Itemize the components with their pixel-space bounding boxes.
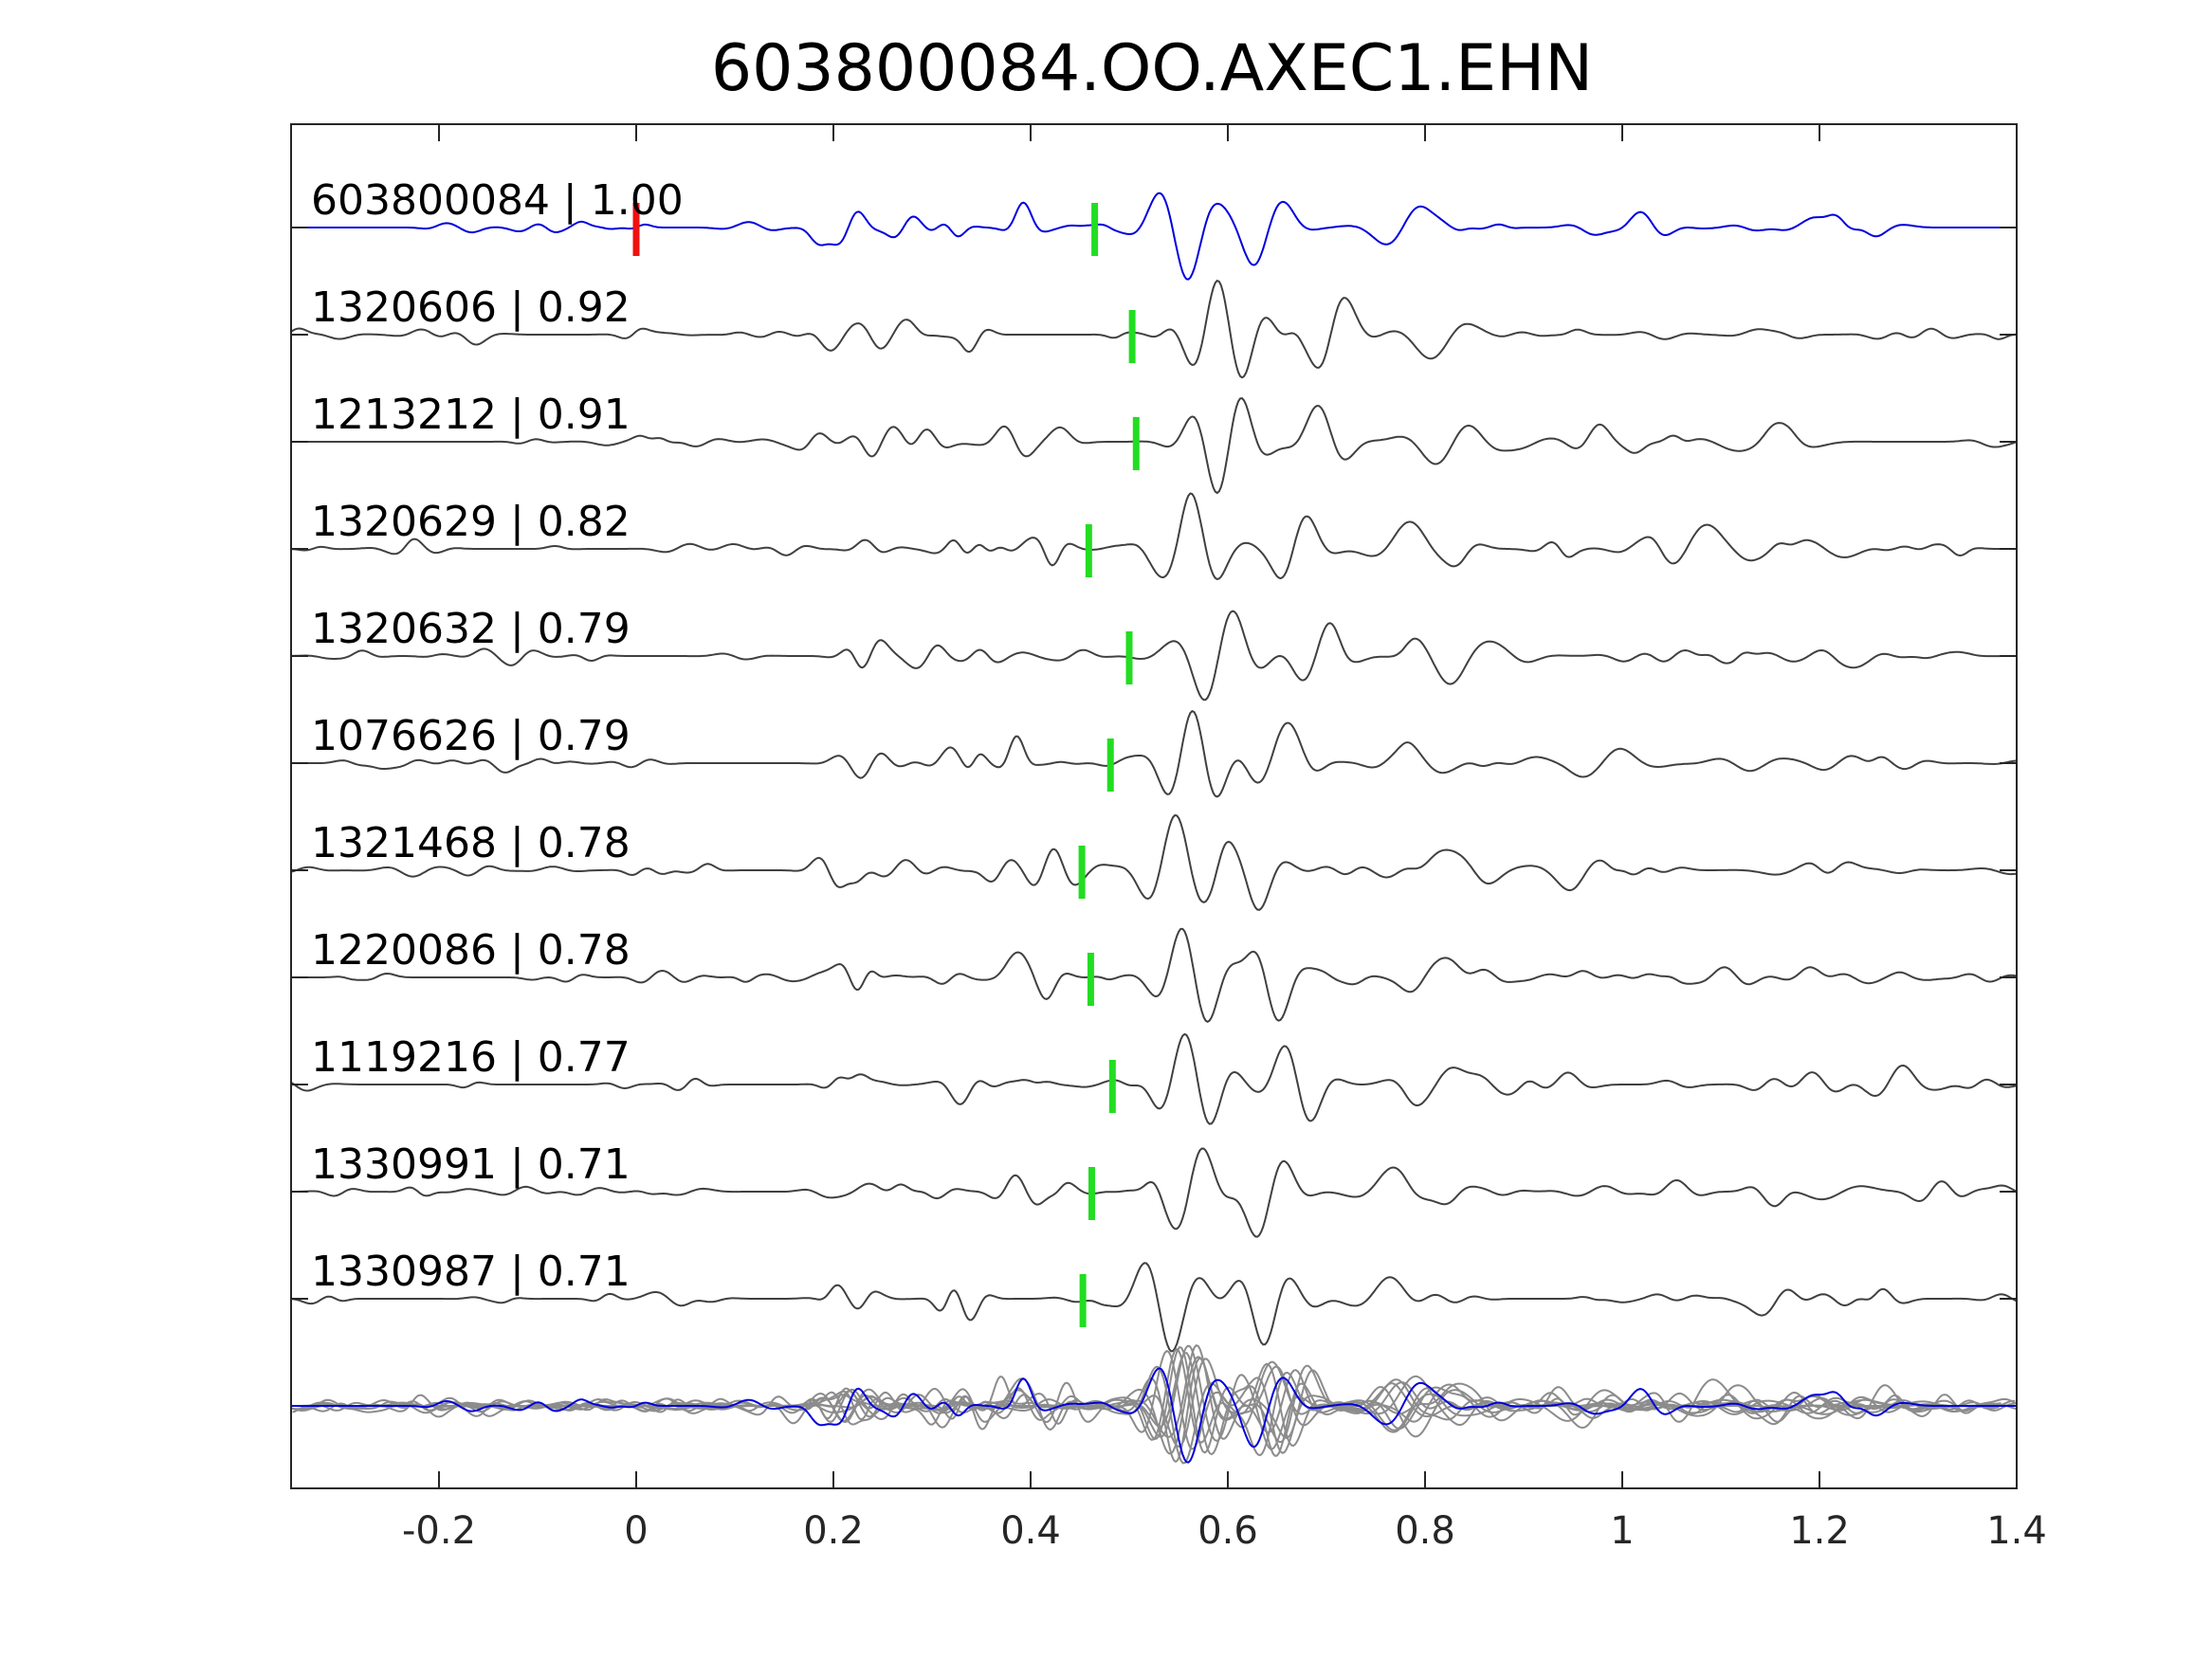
trace-line-1220086 [291,927,2018,1023]
x-axis-ticks: -0.2 0 0.2 0.4 0.6 0.8 1 1.2 1.4 [291,124,2047,1553]
traces-group [290,191,2018,1353]
x-tick-label: 0.6 [1197,1509,1258,1553]
stacked-overlay-group [290,1344,2017,1465]
x-tick-label: 1.2 [1789,1509,1850,1553]
trace-label-1321468: 1321468 | 0.78 [311,819,631,867]
x-tick-label: -0.2 [402,1509,476,1553]
trace-label-1220086: 1220086 | 0.78 [311,926,631,975]
x-tick-label: 1.4 [1986,1509,2047,1553]
x-tick-label: 0.8 [1395,1509,1455,1553]
trace-line-1320606 [290,279,2018,379]
trace-line-1119216 [290,1032,2018,1125]
trace-label-1076626: 1076626 | 0.79 [311,712,631,760]
plot-frame [290,123,2018,1489]
trace-line-1321468 [290,813,2018,911]
markers-group [632,203,1140,1327]
trace-line-1320629 [290,492,2017,580]
trace-label-603800084: 603800084 | 1.00 [311,176,684,225]
trace-line-1320632 [291,610,2017,702]
trace-label-1213212: 1213212 | 0.91 [311,391,631,439]
trace-label-1320629: 1320629 | 0.82 [311,498,631,546]
trace-label-1320632: 1320632 | 0.79 [311,605,631,653]
trace-line-1213212 [291,397,2018,495]
x-tick-label: 1 [1610,1509,1634,1553]
stack-trace-reference [291,1367,2017,1464]
trace-label-1330991: 1330991 | 0.71 [311,1140,631,1189]
x-tick-label: 0.4 [1000,1509,1061,1553]
trace-labels-group: 603800084 | 1.00 1320606 | 0.92 1213212 | … [311,176,684,1296]
x-tick-label: 0.2 [803,1509,864,1553]
chart-title: 603800084.OO.AXEC1.EHN [711,31,1593,106]
stack-trace-1330987 [302,1365,2016,1465]
trace-line-1330987 [290,1262,2018,1353]
trace-line-1076626 [291,709,2018,798]
stack-trace-1320606 [291,1345,1980,1454]
x-tick-label: 0 [624,1509,648,1553]
trace-label-1330987: 1330987 | 0.71 [311,1248,631,1296]
trace-label-1320606: 1320606 | 0.92 [311,283,631,332]
trace-label-1119216: 1119216 | 0.77 [311,1033,631,1082]
trace-line-603800084 [291,191,2017,281]
trace-line-1330991 [291,1147,2018,1238]
